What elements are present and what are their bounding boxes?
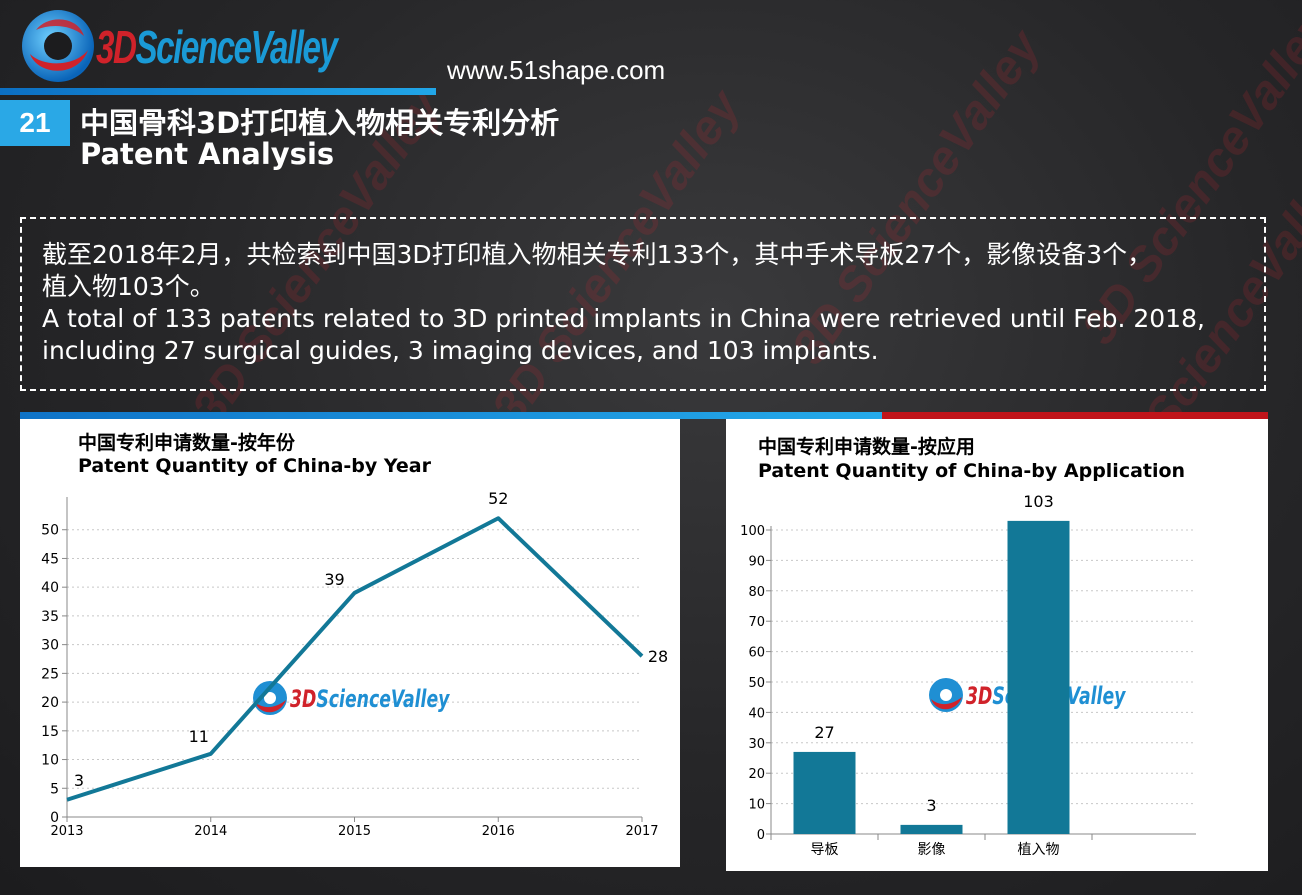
bar-chart: 01020304050607080901003DScienceValley27导… xyxy=(740,492,1196,858)
y-tick-label: 70 xyxy=(748,615,765,630)
slide-number: 21 xyxy=(0,100,70,146)
line-chart-panel: 中国专利申请数量-按年份 Patent Quantity of China-by… xyxy=(20,419,680,867)
page-title-en: Patent Analysis xyxy=(80,137,335,171)
logo-text-blue: ScienceValley xyxy=(135,21,337,73)
y-tick-label: 80 xyxy=(748,585,765,600)
bar xyxy=(1007,520,1070,834)
x-tick-label: 导板 xyxy=(811,842,839,858)
line-chart-title: 中国专利申请数量-按年份 xyxy=(78,432,295,454)
y-tick-label: 40 xyxy=(748,706,765,721)
bar-chart-subtitle: Patent Quantity of China-by Application xyxy=(758,460,1186,482)
y-tick-label: 30 xyxy=(748,737,765,752)
page-title-zh: 中国骨科3D打印植入物相关专利分析 xyxy=(80,106,560,140)
series-line xyxy=(66,516,644,802)
x-tick-label: 植入物 xyxy=(1018,842,1060,858)
logo: 3DScienceValley xyxy=(18,6,338,86)
summary-en-line2: including 27 surgical guides, 3 imaging … xyxy=(42,336,879,365)
bar-chart-panel: 中国专利申请数量-按应用 Patent Quantity of China-by… xyxy=(726,419,1268,871)
x-tick-label: 2014 xyxy=(194,824,227,839)
data-label: 39 xyxy=(324,570,344,589)
x-tick-label: 2016 xyxy=(482,824,515,839)
y-tick-label: 25 xyxy=(41,666,59,682)
x-tick-label: 影像 xyxy=(918,842,946,858)
data-label: 28 xyxy=(648,647,668,666)
y-tick-label: 90 xyxy=(748,554,765,569)
y-tick-label: 20 xyxy=(748,767,765,782)
watermark-logo-swirl xyxy=(931,697,962,710)
summary-box: 截至2018年2月，共检索到中国3D打印植入物相关专利133个，其中手术导板27… xyxy=(20,217,1266,391)
y-tick-label: 0 xyxy=(757,828,765,843)
x-tick-label: 2017 xyxy=(625,824,658,839)
y-tick-label: 50 xyxy=(41,523,59,539)
y-tick-label: 100 xyxy=(740,524,765,539)
logo-text-red: 3D xyxy=(96,21,137,73)
watermark-logo-core xyxy=(940,689,952,701)
data-label: 103 xyxy=(1023,492,1054,511)
y-tick-label: 50 xyxy=(748,676,765,691)
watermark-logo-core xyxy=(264,692,276,704)
y-tick-label: 5 xyxy=(50,781,59,797)
y-tick-label: 40 xyxy=(41,580,59,596)
y-tick-label: 35 xyxy=(41,609,59,625)
bar xyxy=(900,824,963,834)
bar-chart-title: 中国专利申请数量-按应用 xyxy=(758,436,975,458)
website-url[interactable]: www.51shape.com xyxy=(447,55,666,85)
y-tick-label: 15 xyxy=(41,724,59,740)
x-tick-label: 2015 xyxy=(338,824,371,839)
y-tick-label: 0 xyxy=(50,810,59,826)
data-label: 52 xyxy=(488,489,508,508)
y-tick-label: 60 xyxy=(748,646,765,661)
line-chart-subtitle: Patent Quantity of China-by Year xyxy=(78,455,431,477)
y-tick-label: 20 xyxy=(41,695,59,711)
y-tick-label: 45 xyxy=(41,551,59,567)
watermark-logo-swirl xyxy=(255,700,286,713)
section-divider-red xyxy=(882,412,1268,419)
data-label: 11 xyxy=(189,727,209,746)
y-tick-label: 10 xyxy=(748,798,765,813)
summary-zh-line2: 植入物103个。 xyxy=(42,272,215,301)
data-label: 27 xyxy=(814,723,834,742)
y-tick-label: 30 xyxy=(41,638,59,654)
bar xyxy=(793,751,856,834)
header-accent-bar xyxy=(0,88,436,95)
data-label: 3 xyxy=(926,796,936,815)
summary-zh-line1: 截至2018年2月，共检索到中国3D打印植入物相关专利133个，其中手术导板27… xyxy=(42,240,1153,269)
line-chart: 0 5 10 15 20 25 30 35 40 45 50 2013 2014 2015 2016 2017… xyxy=(41,489,668,839)
summary-en-line1: A total of 133 patents related to 3D pri… xyxy=(42,304,1205,333)
y-tick-label: 10 xyxy=(41,753,59,769)
section-divider-blue xyxy=(20,412,882,419)
x-tick-label: 2013 xyxy=(50,824,83,839)
logo-globe-icon xyxy=(22,10,94,82)
data-label: 3 xyxy=(74,771,84,790)
watermark-logo-text: 3DScienceValley xyxy=(290,685,451,713)
